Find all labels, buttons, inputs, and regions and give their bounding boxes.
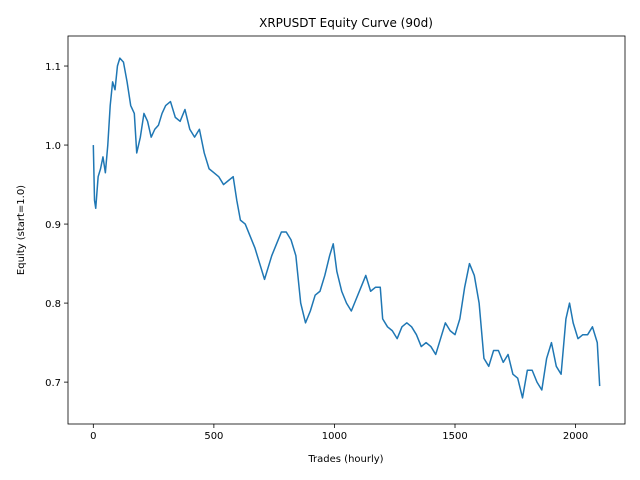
x-tick-label: 2000 [563, 431, 588, 442]
x-tick-label: 0 [90, 431, 96, 442]
x-tick-label: 1500 [442, 431, 467, 442]
y-tick-label: 1.0 [45, 141, 61, 152]
y-tick-label: 1.1 [45, 62, 61, 73]
x-axis-label: Trades (hourly) [307, 454, 383, 465]
x-tick-label: 1000 [322, 431, 347, 442]
y-tick-label: 0.8 [45, 299, 61, 310]
y-axis-label: Equity (start=1.0) [16, 185, 27, 275]
chart-title: XRPUSDT Equity Curve (90d) [259, 16, 433, 30]
y-tick-label: 0.9 [45, 220, 61, 231]
x-tick-label: 500 [204, 431, 223, 442]
equity-line [92, 57, 601, 399]
plot-frame [67, 35, 626, 425]
y-tick-label: 0.7 [45, 378, 61, 389]
